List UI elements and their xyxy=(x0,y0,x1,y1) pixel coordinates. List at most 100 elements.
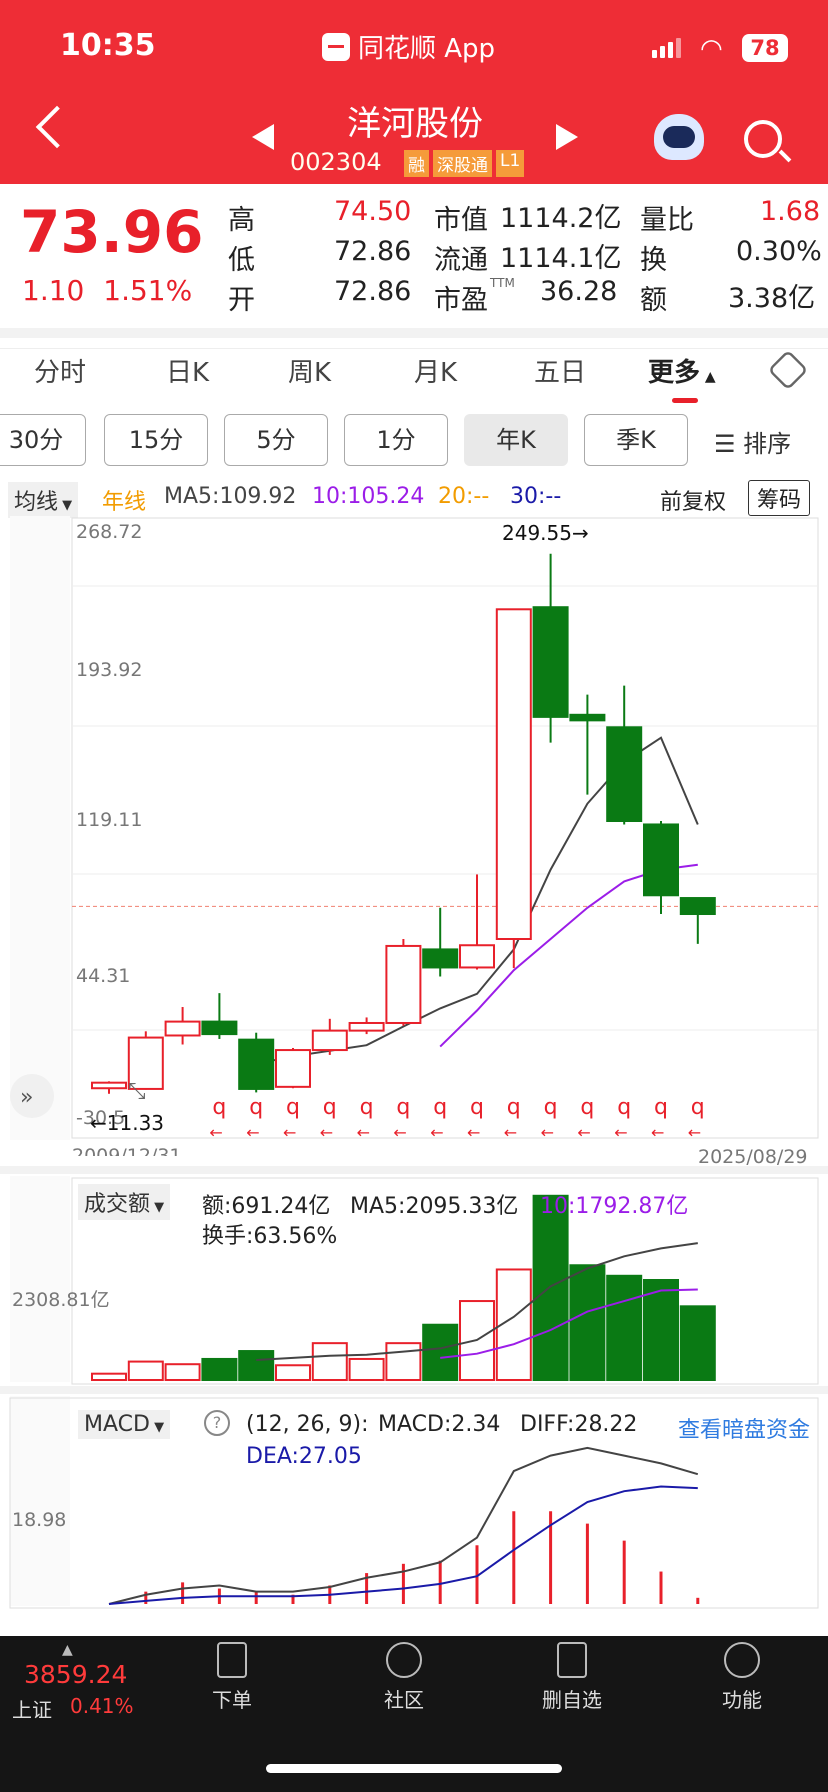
tab-daily-k[interactable]: 日K xyxy=(166,358,210,388)
k-candle xyxy=(164,1020,201,1037)
vol-bar xyxy=(348,1357,385,1382)
kline-chart[interactable]: 268.72 193.92 119.11 44.31 -30.5 249.55→… xyxy=(0,516,828,1156)
vol-ma5-line xyxy=(256,1242,698,1361)
period-5m[interactable]: 5分 xyxy=(224,414,328,466)
high-value: 74.50 xyxy=(334,196,412,227)
ma30-value: 30:-- xyxy=(510,484,562,509)
macd-diff-line xyxy=(108,1446,699,1605)
tab-more[interactable]: 更多 ▲ xyxy=(648,352,716,389)
k-arrow-marker: ← xyxy=(357,1123,370,1142)
k-q-marker: q xyxy=(249,1095,263,1120)
nav-remove-watchlist[interactable]: 删自选 xyxy=(522,1642,622,1713)
ma-period: 年线 xyxy=(102,490,147,515)
k-start-date: 2009/12/31 xyxy=(72,1145,182,1156)
k-candle xyxy=(238,1038,275,1090)
vr-label: 量比 xyxy=(640,205,694,236)
section-divider xyxy=(0,328,828,338)
tab-weekly-k[interactable]: 周K xyxy=(288,358,332,388)
index-value[interactable]: 3859.24 xyxy=(24,1660,128,1689)
macd-y-label: 18.98 xyxy=(12,1509,66,1531)
app-logo-icon xyxy=(322,32,350,61)
k-candle xyxy=(679,897,716,916)
vol-bar xyxy=(127,1360,164,1382)
tag-level: L1 xyxy=(496,150,525,177)
turnover-value: 0.30% xyxy=(736,236,822,267)
adjust-mode[interactable]: 前复权 xyxy=(660,490,727,515)
expand-panel-icon[interactable] xyxy=(10,1074,54,1118)
help-icon[interactable]: ? xyxy=(204,1410,230,1436)
nav-order[interactable]: 下单 xyxy=(182,1642,282,1713)
k-arrow-marker: ← xyxy=(320,1123,333,1142)
app-name: 同花顺 App xyxy=(322,28,495,65)
k-arrow-marker: ← xyxy=(504,1123,517,1142)
vol-bar xyxy=(238,1350,275,1381)
fullscreen-icon[interactable]: ⤡ xyxy=(128,1079,146,1104)
minus-box-icon xyxy=(557,1642,587,1678)
k-q-marker: q xyxy=(691,1095,705,1120)
menu-circle-icon xyxy=(724,1642,760,1678)
k-candle xyxy=(201,1020,238,1036)
app-header: 10:35 同花顺 App ◠ 78 洋河股份 002304 融 深股通 L1 xyxy=(0,0,828,184)
dark-pool-link[interactable]: 查看暗盘资金 xyxy=(678,1418,811,1443)
k-arrow-marker: ← xyxy=(614,1123,627,1142)
tab-five-day[interactable]: 五日 xyxy=(534,358,587,388)
period-year-k[interactable]: 年K xyxy=(464,414,568,466)
vol-turnover: 换手:63.56% xyxy=(202,1224,338,1249)
vol-bar xyxy=(643,1279,679,1381)
tab-monthly-k[interactable]: 月K xyxy=(414,358,458,388)
turnover-label: 换 xyxy=(640,245,667,276)
back-icon[interactable] xyxy=(35,105,79,149)
volume-indicator-select[interactable]: 成交额 ▼ xyxy=(78,1184,171,1220)
sort-button[interactable]: ☰ 排序 xyxy=(714,424,791,459)
k-high-marker: 249.55→ xyxy=(502,521,589,545)
nav-functions-label: 功能 xyxy=(722,1688,762,1712)
k-end-date: 2025/08/29 xyxy=(698,1146,808,1168)
vol-bar xyxy=(275,1364,311,1381)
k-q-marker: q xyxy=(470,1095,484,1120)
vol-ma10-line xyxy=(440,1288,698,1359)
vol-bar xyxy=(311,1342,348,1382)
nav-community[interactable]: 社区 xyxy=(354,1642,454,1713)
ai-robot-icon[interactable] xyxy=(654,114,704,160)
period-1m[interactable]: 1分 xyxy=(344,414,448,466)
macd-chart[interactable]: 18.98 xyxy=(0,1396,828,1610)
vol-amount: 额:691.24亿 xyxy=(202,1194,331,1219)
change-pct: 1.51% xyxy=(103,274,193,307)
chouma-button[interactable]: 筹码 xyxy=(748,480,811,516)
price-change: 1.10 1.51% xyxy=(22,274,192,307)
tab-intraday[interactable]: 分时 xyxy=(34,358,87,388)
vol-bar xyxy=(201,1357,238,1382)
menu-lines-icon: ☰ xyxy=(714,430,744,458)
vol-bar xyxy=(385,1342,422,1382)
ma5-value: MA5:109.92 xyxy=(164,484,297,509)
panel-divider xyxy=(0,1166,828,1174)
index-name: 上证 xyxy=(12,1698,52,1722)
order-doc-icon xyxy=(217,1642,247,1678)
k-candle xyxy=(385,944,422,1024)
k-candle xyxy=(606,726,643,822)
index-up-arrow-icon: ▲ xyxy=(62,1642,73,1658)
period-quarter-k[interactable]: 季K xyxy=(584,414,688,466)
app-name-label: 同花顺 App xyxy=(358,34,496,64)
nav-functions[interactable]: 功能 xyxy=(692,1642,792,1713)
ma-indicator-select[interactable]: 均线 ▼ xyxy=(8,482,79,518)
next-stock-icon[interactable] xyxy=(556,124,578,150)
wifi-icon: ◠ xyxy=(700,34,723,64)
macd-indicator-select[interactable]: MACD ▼ xyxy=(78,1410,171,1439)
high-label: 高 xyxy=(228,205,255,236)
change-value: 1.10 xyxy=(22,274,85,307)
vol-ma5: MA5:2095.33亿 xyxy=(350,1194,519,1219)
k-candle xyxy=(495,608,532,940)
vol-bar xyxy=(422,1323,459,1382)
search-icon[interactable] xyxy=(744,120,782,158)
prev-stock-icon[interactable] xyxy=(252,124,274,150)
period-15m[interactable]: 15分 xyxy=(104,414,208,466)
k-q-marker: q xyxy=(507,1095,521,1120)
k-arrow-marker: ← xyxy=(209,1123,222,1142)
k-y-label-0: 268.72 xyxy=(76,521,142,543)
period-30m[interactable]: 30分 xyxy=(0,414,86,466)
k-q-marker: q xyxy=(433,1095,447,1120)
float-value: 1114.1亿 xyxy=(500,243,622,274)
volume-chart[interactable]: 2308.81亿 xyxy=(0,1176,828,1386)
panel-divider xyxy=(0,1386,828,1394)
